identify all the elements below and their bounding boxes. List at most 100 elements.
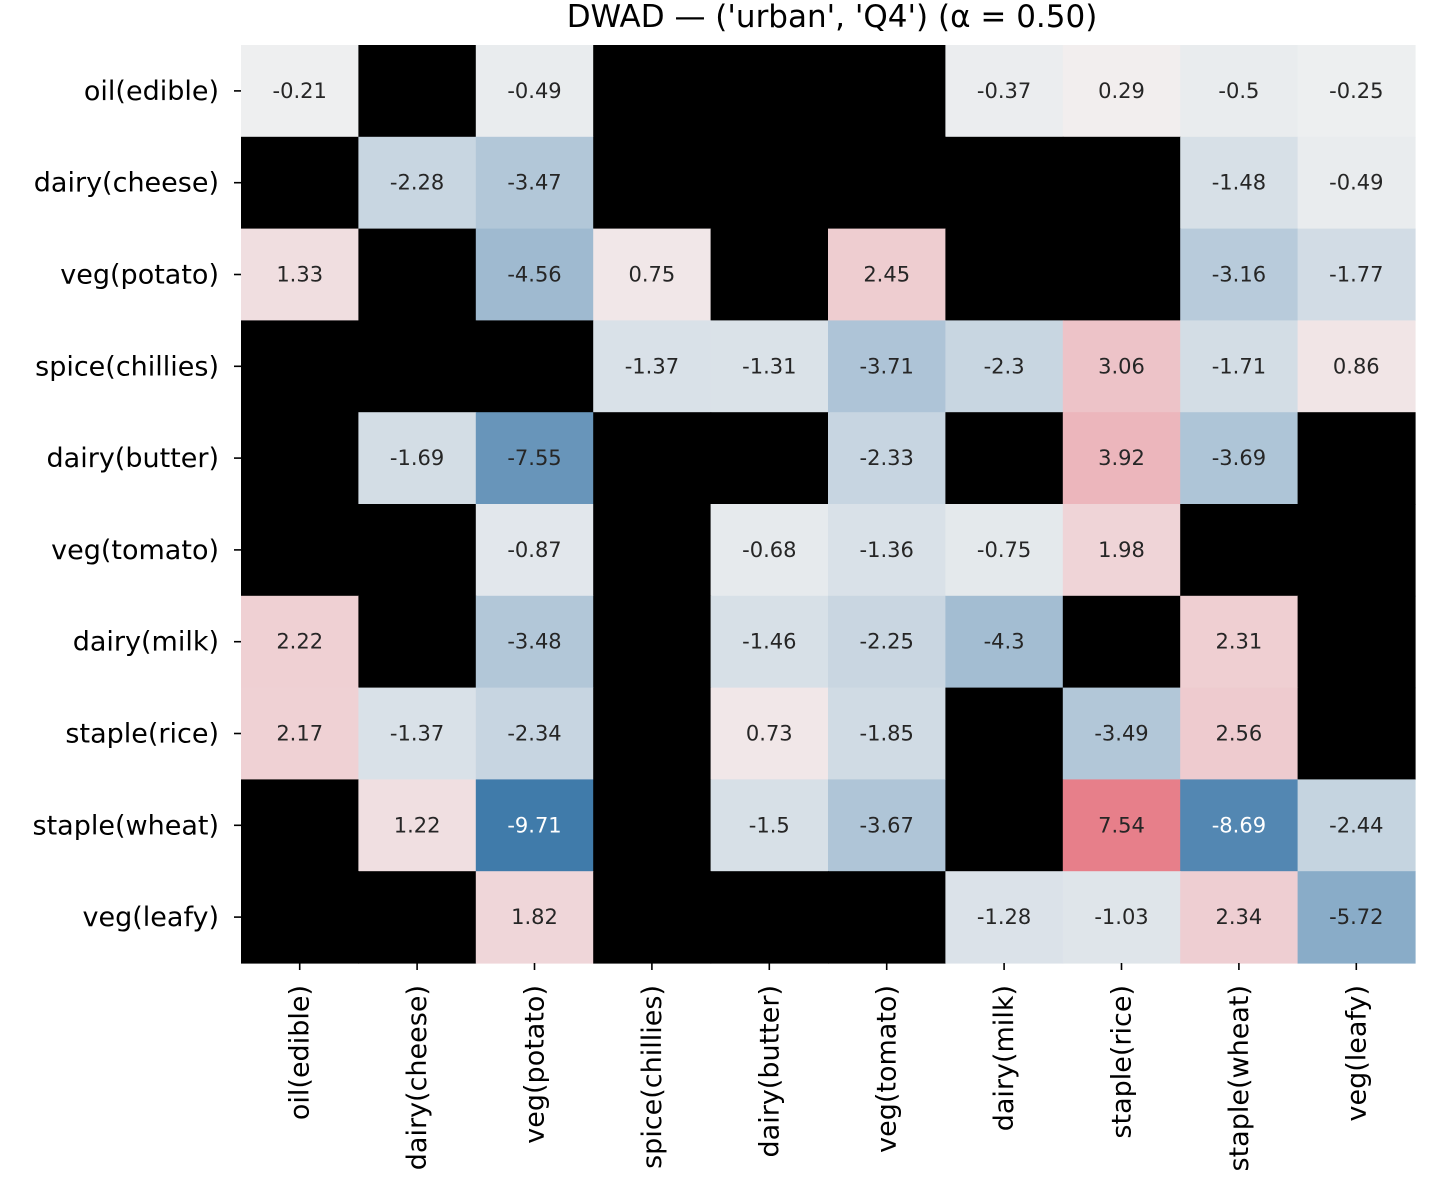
heatmap-cell [475, 504, 594, 597]
heatmap-cell [945, 504, 1064, 597]
heatmap-cell [475, 687, 594, 780]
column-label: staple(wheat) [1224, 985, 1255, 1171]
heatmap-cell [710, 779, 829, 872]
cell-value-label: 3.06 [1098, 354, 1145, 378]
row-label: veg(tomato) [51, 535, 219, 566]
heatmap-cell-missing [241, 504, 359, 597]
heatmap-cell-missing [241, 136, 359, 230]
heatmap-cell [710, 595, 829, 689]
heatmap-cell [358, 687, 477, 780]
cell-value-label: -1.31 [742, 354, 796, 378]
heatmap-cell-missing [1297, 687, 1416, 780]
heatmap-cell [828, 320, 946, 413]
cell-value-label: -1.5 [749, 813, 790, 837]
heatmap-cell-missing [710, 45, 829, 138]
heatmap-cell [475, 228, 594, 321]
cell-value-label: -8.69 [1212, 813, 1266, 837]
heatmap-cell-missing [358, 871, 477, 964]
cell-value-label: -2.34 [507, 722, 561, 746]
cell-value-label: -7.55 [507, 446, 561, 470]
heatmap-cell-missing [828, 871, 946, 964]
cell-value-label: -0.87 [507, 538, 561, 562]
heatmap-cell [1062, 504, 1181, 597]
heatmap-cell [475, 45, 594, 138]
cell-value-label: -1.28 [977, 905, 1031, 929]
heatmap-cell-missing [1062, 136, 1181, 230]
heatmap-cell [1180, 687, 1299, 780]
heatmap-cell [475, 779, 594, 872]
heatmap-cell [475, 412, 594, 505]
row-label: dairy(cheese) [34, 168, 219, 199]
heatmap-cell [475, 136, 594, 230]
heatmap-cell [1297, 45, 1416, 138]
row-label: staple(wheat) [33, 810, 219, 841]
cell-value-label: 0.75 [629, 263, 676, 287]
column-label: veg(potato) [520, 985, 551, 1144]
cell-value-label: 1.82 [511, 905, 558, 929]
heatmap-cell-missing [945, 136, 1064, 230]
heatmap-cell [1062, 320, 1181, 413]
heatmap-cell [945, 320, 1064, 413]
cell-value-label: -5.72 [1329, 905, 1383, 929]
heatmap-cell-missing [1297, 595, 1416, 689]
cell-value-label: -4.3 [984, 630, 1025, 654]
cell-value-label: 2.31 [1216, 630, 1263, 654]
cell-value-label: -2.25 [860, 630, 914, 654]
cell-value-label: -1.03 [1094, 905, 1148, 929]
cell-value-label: -2.44 [1329, 813, 1383, 837]
cell-value-label: 2.17 [276, 722, 323, 746]
heatmap-cell-missing [945, 412, 1064, 505]
column-label: dairy(butter) [754, 985, 785, 1157]
cell-value-label: 1.33 [276, 263, 323, 287]
cell-value-label: -0.49 [507, 79, 561, 103]
row-label: dairy(milk) [73, 627, 219, 658]
row-label: veg(potato) [60, 260, 219, 291]
heatmap-cell [241, 595, 359, 689]
cell-value-label: -3.67 [860, 813, 914, 837]
cell-value-label: -0.68 [742, 538, 796, 562]
heatmap-cell [475, 595, 594, 689]
heatmap-cell-missing [945, 779, 1064, 872]
heatmap-cell-missing [593, 687, 712, 780]
cell-value-label: 2.56 [1216, 722, 1263, 746]
cell-value-label: 2.22 [276, 630, 323, 654]
column-label: staple(rice) [1107, 985, 1138, 1139]
heatmap-cell [710, 320, 829, 413]
cell-value-label: -0.5 [1218, 79, 1259, 103]
heatmap-cell [1180, 595, 1299, 689]
row-label: staple(rice) [65, 719, 219, 750]
heatmap-cell [475, 871, 594, 964]
heatmap-cell [1297, 320, 1416, 413]
chart-title: DWAD — ('urban', 'Q4') (α = 0.50) [567, 0, 1098, 35]
cell-value-label: -1.71 [1212, 354, 1266, 378]
heatmap-cell [828, 504, 946, 597]
column-label: veg(tomato) [872, 985, 903, 1153]
cell-value-label: -4.56 [507, 263, 561, 287]
cell-value-label: -1.85 [860, 722, 914, 746]
cell-value-label: 7.54 [1098, 813, 1145, 837]
column-label: oil(edible) [285, 985, 316, 1120]
cell-value-label: 1.98 [1098, 538, 1145, 562]
cell-value-label: -1.77 [1329, 263, 1383, 287]
heatmap-cell-missing [593, 45, 712, 138]
heatmap-cell-missing [1297, 504, 1416, 597]
row-label: oil(edible) [84, 76, 219, 107]
heatmap-cell [241, 45, 359, 138]
heatmap-cell-missing [593, 412, 712, 505]
heatmap-cell [1297, 871, 1416, 964]
cell-value-label: 0.29 [1098, 79, 1145, 103]
heatmap-cell [828, 595, 946, 689]
cell-value-label: 2.45 [863, 263, 910, 287]
heatmap-cell-missing [593, 871, 712, 964]
cell-value-label: -0.49 [1329, 171, 1383, 195]
heatmap-cells: -0.21 -0.49 -0.37 0.29 -0.5 -0.25 -2.28 -3.47 -1… [241, 45, 1416, 964]
heatmap-cell [1062, 779, 1181, 872]
heatmap-cell [1062, 687, 1181, 780]
heatmap-cell-missing [593, 504, 712, 597]
cell-value-label: -0.21 [273, 79, 327, 103]
heatmap-cell-missing [475, 320, 594, 413]
heatmap-cell [1180, 412, 1299, 505]
heatmap-cell [1062, 412, 1181, 505]
heatmap-cell [1297, 779, 1416, 872]
